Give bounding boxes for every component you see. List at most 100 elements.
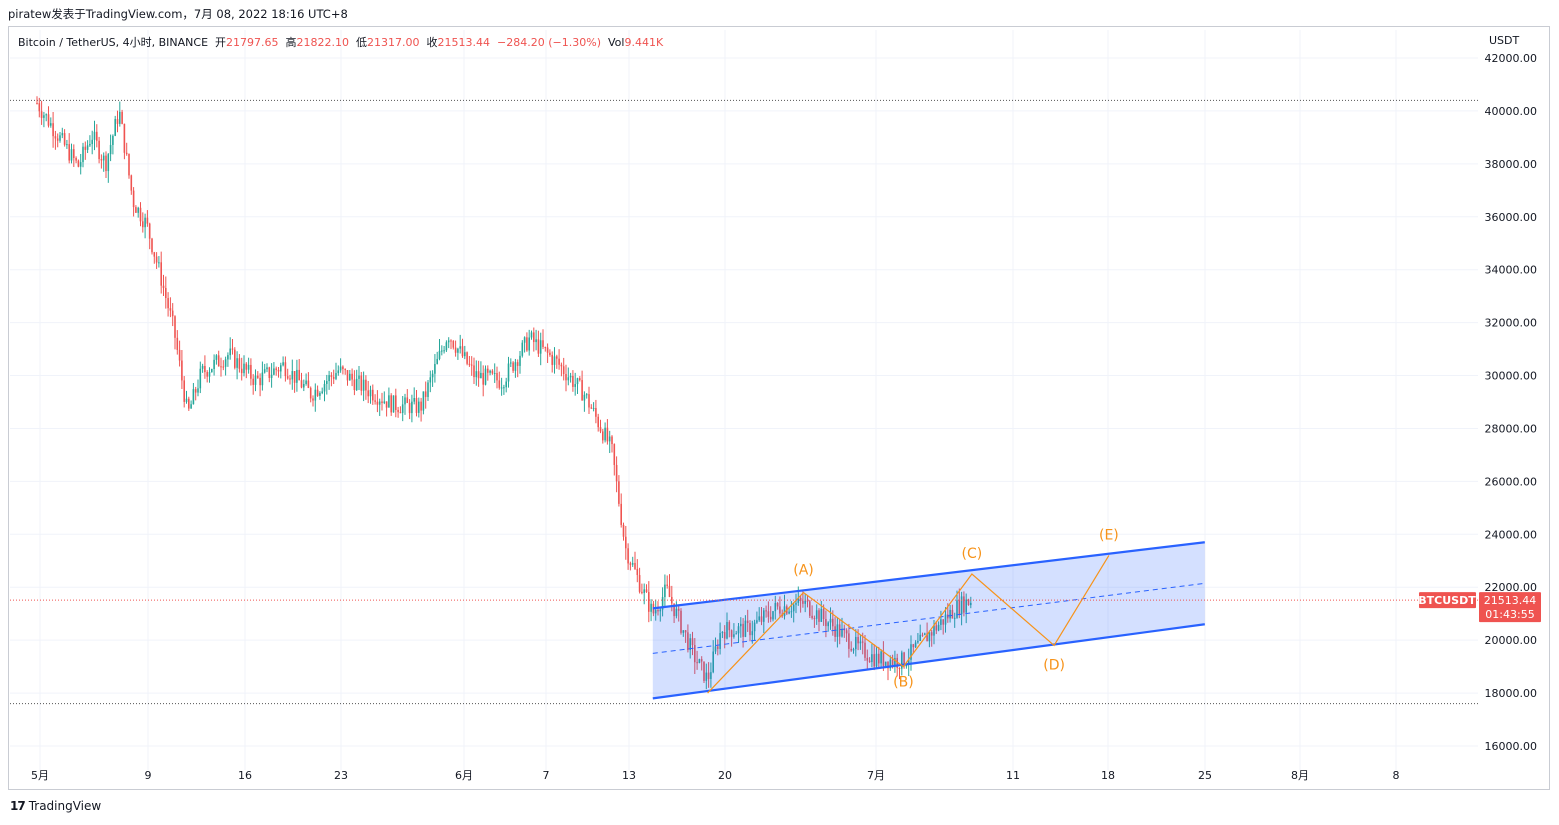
candle xyxy=(201,363,204,373)
wave-label[interactable]: (A) xyxy=(793,563,814,579)
candle xyxy=(935,621,938,635)
candle-body xyxy=(360,375,363,391)
candle xyxy=(342,365,344,375)
candle xyxy=(482,365,484,397)
candle xyxy=(549,349,551,357)
candle xyxy=(489,369,491,376)
candle-body xyxy=(132,190,135,208)
candle-body xyxy=(882,651,885,666)
high-value: 21822.10 xyxy=(296,36,350,49)
wave-label[interactable]: (E) xyxy=(1099,527,1119,543)
candle-body xyxy=(330,375,333,377)
candle-body xyxy=(523,337,526,343)
candle-body xyxy=(323,383,326,392)
candle xyxy=(431,370,434,387)
candle-body xyxy=(66,144,68,146)
brand-name[interactable]: TradingView xyxy=(28,799,102,813)
candle-body xyxy=(342,366,344,370)
candle xyxy=(505,377,507,393)
candle-body xyxy=(270,374,273,378)
candle xyxy=(162,274,165,297)
channel-lower-line[interactable] xyxy=(652,623,1205,700)
candle-body xyxy=(891,659,894,665)
candle xyxy=(507,356,510,388)
candle xyxy=(703,661,705,683)
candle xyxy=(335,362,337,381)
candle-body xyxy=(684,630,687,633)
channel-upper-line[interactable] xyxy=(652,541,1205,610)
candle-body xyxy=(514,362,517,371)
candle xyxy=(146,210,149,227)
candle xyxy=(592,402,595,412)
candle-body xyxy=(590,407,593,409)
candle-body xyxy=(284,362,287,377)
x-tick-label: 20 xyxy=(718,769,732,782)
candle-body xyxy=(234,349,236,368)
candle xyxy=(940,610,942,631)
candle xyxy=(314,383,317,412)
candle xyxy=(719,622,721,655)
candle-body xyxy=(259,377,261,386)
candle-body xyxy=(482,372,484,385)
candle xyxy=(52,112,54,148)
candle-body xyxy=(395,395,397,410)
candle xyxy=(91,130,93,155)
candle xyxy=(148,222,151,250)
candle xyxy=(337,365,340,376)
wave-label[interactable]: (B) xyxy=(893,675,914,691)
candle xyxy=(585,393,588,399)
candle-body xyxy=(937,624,940,631)
wave-label[interactable]: (D) xyxy=(1043,657,1065,673)
candle-body xyxy=(666,584,668,586)
candle xyxy=(933,619,935,645)
candle-body xyxy=(79,162,82,167)
price-tag-bg xyxy=(1479,592,1541,623)
candle xyxy=(86,140,89,154)
candle xyxy=(751,620,754,644)
candle-body xyxy=(277,369,280,372)
candle-body xyxy=(309,387,312,399)
symbol-name[interactable]: Bitcoin / TetherUS, 4小时, BINANCE xyxy=(18,36,209,49)
candle xyxy=(100,154,103,169)
tradingview-logo-icon[interactable]: 17 xyxy=(10,799,26,813)
candle xyxy=(756,611,758,624)
candle-body xyxy=(174,316,176,338)
candle-body xyxy=(332,376,335,379)
candle xyxy=(45,113,47,122)
wave-label[interactable]: (C) xyxy=(962,546,983,562)
candle xyxy=(500,377,503,396)
candle xyxy=(556,354,558,369)
candle-body xyxy=(162,285,165,288)
candle-body xyxy=(436,358,438,364)
candle-body xyxy=(385,401,388,408)
candle-body xyxy=(917,640,919,643)
candle-body xyxy=(160,262,162,286)
candle-body xyxy=(128,154,130,176)
candle xyxy=(328,370,330,390)
candle xyxy=(809,599,811,619)
candle xyxy=(284,356,287,382)
candle-body xyxy=(838,624,841,637)
candle xyxy=(268,366,271,383)
candle-body xyxy=(898,667,901,669)
candle-body xyxy=(539,340,542,354)
candle-body xyxy=(75,157,77,161)
candle xyxy=(245,362,248,379)
candle xyxy=(229,337,231,360)
candle xyxy=(855,629,857,657)
candle xyxy=(188,396,190,411)
channel-fill[interactable] xyxy=(652,542,1205,699)
candle-body xyxy=(907,659,910,665)
candle-body xyxy=(958,600,961,615)
elliott-wave-line[interactable] xyxy=(707,555,1110,694)
candle-body xyxy=(507,363,510,382)
candle xyxy=(615,456,618,493)
candle xyxy=(376,390,379,413)
candle-body xyxy=(947,614,949,619)
channel-median-line[interactable] xyxy=(652,582,1205,654)
x-tick-label: 18 xyxy=(1101,769,1115,782)
candle-body xyxy=(408,402,411,414)
candle xyxy=(406,389,409,404)
candle-body xyxy=(664,584,666,598)
